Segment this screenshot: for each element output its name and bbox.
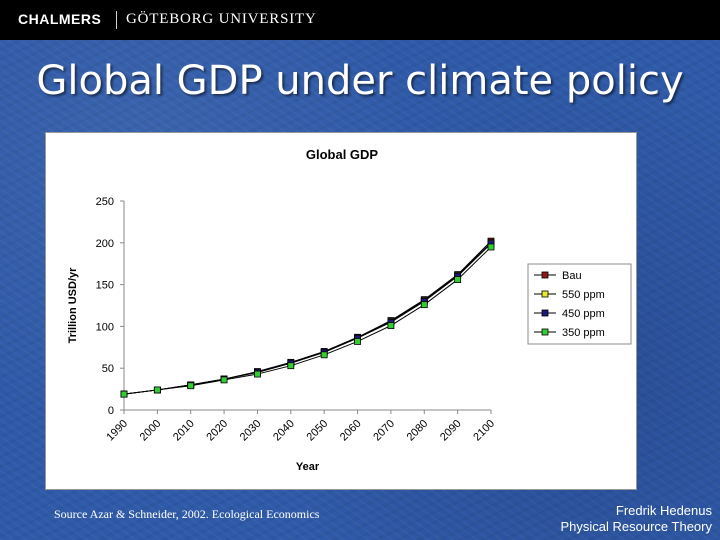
y-tick-label: 50 (102, 363, 114, 375)
author-block: Fredrik Hedenus Physical Resource Theory (561, 503, 713, 535)
legend-label: 450 ppm (562, 308, 605, 320)
series-line-350-ppm (123, 246, 492, 395)
legend-label: 550 ppm (562, 289, 605, 301)
legend-marker (541, 309, 549, 317)
series-line-450-ppm (123, 243, 492, 395)
x-tick-label: 2020 (204, 418, 230, 444)
data-point (287, 362, 295, 370)
data-point (420, 301, 428, 309)
data-point (454, 276, 462, 283)
y-axis-label: Trillion USD/yr (67, 267, 79, 344)
x-tick-label: 2050 (305, 418, 331, 444)
chalmers-logo: CHALMERS (18, 11, 102, 27)
chart-container: Global GDP 0 50 100 150 200 250 1990 2000 2010 202… (45, 132, 637, 490)
y-tick-label: 250 (96, 196, 114, 208)
data-point (387, 322, 395, 329)
chart-title: Global GDP (306, 147, 379, 162)
logo-divider (116, 11, 117, 29)
data-point (187, 382, 195, 390)
legend-label: 350 ppm (562, 327, 605, 339)
data-point (487, 243, 495, 251)
legend-label: Bau (562, 270, 582, 282)
x-tick-label: 2060 (338, 418, 364, 444)
data-point (153, 386, 161, 394)
series-line-550-ppm (123, 242, 492, 395)
x-tick-label: 2010 (171, 418, 197, 444)
legend-marker (541, 328, 549, 336)
university-name: GÖTEBORG UNIVERSITY (126, 11, 317, 27)
header-bar: CHALMERS GÖTEBORG UNIVERSITY (0, 0, 720, 40)
data-point (354, 338, 361, 345)
series-line-bau (123, 240, 492, 395)
x-tick-label: 2000 (138, 418, 164, 444)
y-tick-label: 100 (96, 321, 114, 333)
x-axis-label: Year (296, 461, 320, 473)
gdp-line-chart: Global GDP 0 50 100 150 200 250 1990 2000 2010 202… (67, 147, 632, 473)
x-tick-label: 2030 (238, 418, 264, 444)
data-point (220, 376, 228, 384)
data-point (120, 390, 128, 398)
source-citation: Source Azar & Schneider, 2002. Ecologica… (54, 507, 320, 521)
slide-title: Global GDP under climate policy (36, 58, 684, 104)
x-tick-label: 2080 (405, 418, 431, 444)
legend-marker (541, 290, 549, 298)
y-tick-label: 200 (96, 238, 114, 250)
data-point (254, 370, 261, 378)
x-tick-label: 2040 (271, 418, 297, 444)
x-tick-label: 1990 (104, 418, 130, 444)
author-department: Physical Resource Theory (560, 519, 713, 534)
x-tick-label: 2090 (438, 418, 464, 444)
x-tick-label: 2100 (471, 418, 497, 444)
legend-marker (541, 271, 549, 279)
author-name: Fredrik Hedenus (615, 503, 712, 518)
y-tick-label: 150 (96, 280, 114, 292)
x-tick-label: 2070 (371, 418, 397, 444)
data-point (320, 351, 328, 359)
y-tick-label: 0 (108, 405, 114, 417)
